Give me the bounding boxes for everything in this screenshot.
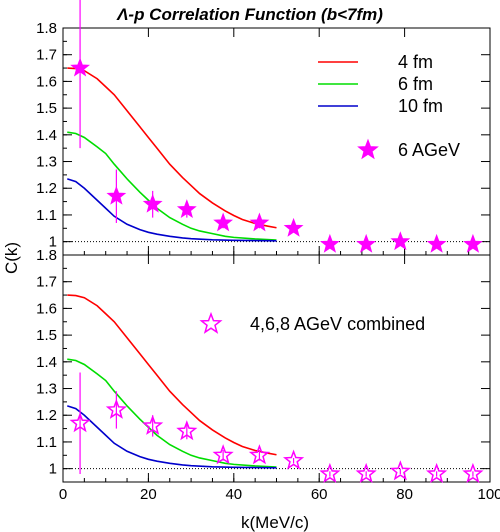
data-point bbox=[319, 462, 341, 483]
y-tick-label: 1.4 bbox=[36, 354, 57, 371]
data-point bbox=[356, 233, 377, 253]
x-tick-label: 60 bbox=[311, 486, 328, 503]
x-tick-label: 40 bbox=[225, 486, 242, 503]
series-line-10-fm bbox=[67, 405, 277, 469]
data-point bbox=[462, 462, 484, 483]
y-tick-label: 1.2 bbox=[36, 407, 57, 424]
y-tick-label: 1.5 bbox=[36, 100, 57, 117]
y-tick-label: 1.2 bbox=[36, 180, 57, 197]
data-point bbox=[283, 217, 304, 237]
y-tick-label: 1.3 bbox=[36, 154, 57, 171]
legend-star-marker bbox=[199, 311, 223, 334]
data-point bbox=[426, 462, 448, 483]
y-tick-label: 1.6 bbox=[36, 300, 57, 317]
legend-label: 6 fm bbox=[398, 74, 433, 94]
y-tick-label: 1.4 bbox=[36, 127, 57, 144]
y-tick-label: 1.3 bbox=[36, 381, 57, 398]
y-tick-label: 1.8 bbox=[36, 20, 57, 37]
x-tick-label: 100 bbox=[477, 486, 500, 503]
data-point bbox=[282, 449, 305, 470]
data-point bbox=[212, 444, 234, 465]
series-line-6-fm bbox=[67, 358, 277, 468]
y-tick-label: 1.7 bbox=[36, 274, 57, 291]
data-point bbox=[213, 212, 234, 232]
data-point bbox=[69, 412, 91, 433]
y-tick-label: 1.6 bbox=[36, 73, 57, 90]
plot-frame bbox=[62, 254, 491, 483]
legend-label: 4,6,8 AGeV combined bbox=[250, 314, 425, 334]
y-tick-label: 1 bbox=[49, 234, 57, 251]
data-point bbox=[389, 460, 411, 481]
data-point bbox=[106, 185, 127, 205]
series-line-4-fm bbox=[67, 294, 277, 456]
legend-star-marker bbox=[357, 138, 379, 160]
series-line-4-fm bbox=[67, 67, 277, 229]
data-point bbox=[105, 398, 127, 419]
legend-label: 4 fm bbox=[398, 52, 433, 72]
data-point bbox=[142, 193, 163, 213]
x-tick-label: 20 bbox=[140, 486, 157, 503]
data-point bbox=[70, 57, 90, 77]
x-axis-label: k(MeV/c) bbox=[241, 513, 309, 532]
data-point bbox=[248, 444, 271, 465]
panel-2: 1 1.1 1.2 1.3 1.4 1.5 1.6 1.7 1.8 0 20 40 60 80 100 4,6… bbox=[36, 247, 500, 503]
data-point bbox=[176, 420, 198, 441]
data-point bbox=[355, 462, 377, 483]
chart-title: Λ-p Correlation Function (b<7fm) bbox=[116, 5, 383, 24]
y-axis-label: C(k) bbox=[2, 242, 21, 274]
legend-label: 6 AGeV bbox=[398, 140, 460, 160]
x-tick-label: 0 bbox=[59, 486, 67, 503]
y-tick-label: 1.1 bbox=[36, 434, 57, 451]
legend-label: 10 fm bbox=[398, 96, 443, 116]
data-point bbox=[249, 212, 270, 232]
y-tick-label: 1.1 bbox=[36, 207, 57, 224]
data-point bbox=[426, 233, 447, 253]
data-point bbox=[176, 199, 197, 219]
x-tick-label: 80 bbox=[396, 486, 413, 503]
series-line-6-fm bbox=[67, 131, 277, 241]
series-line-10-fm bbox=[67, 178, 277, 242]
data-point bbox=[390, 231, 411, 251]
y-tick-label: 1 bbox=[49, 461, 57, 478]
y-tick-label: 1.5 bbox=[36, 327, 57, 344]
data-point bbox=[463, 233, 483, 253]
y-tick-label: 1.8 bbox=[36, 247, 57, 264]
data-point bbox=[319, 233, 340, 253]
data-point bbox=[142, 414, 164, 435]
y-tick-label: 1.7 bbox=[36, 47, 57, 64]
